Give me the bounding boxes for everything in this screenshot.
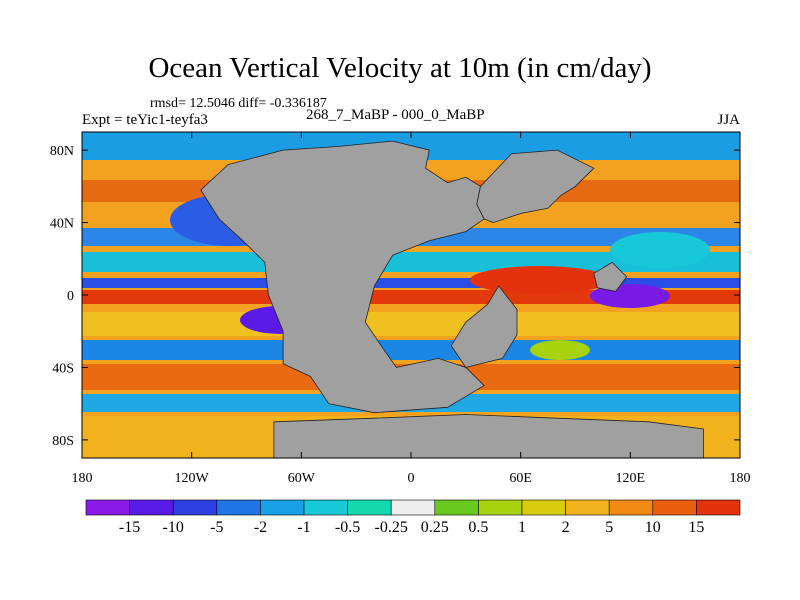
band-south-blue (82, 340, 740, 360)
colorbar-swatch (434, 499, 479, 516)
colorbar-label: 15 (688, 519, 704, 536)
colorbar-swatch (696, 499, 741, 516)
colorbar-swatch (129, 499, 174, 516)
patch-east-cyan (610, 232, 710, 268)
band-equator-blue (82, 278, 740, 288)
colorbar-swatch (565, 499, 610, 516)
colorbar-swatch (608, 499, 654, 516)
lon-tick-label: 0 (408, 471, 415, 486)
velocity-field (82, 132, 740, 458)
colorbar-swatch (521, 499, 566, 516)
land-pangea-north-east (476, 149, 595, 224)
colorbar: -15 -10 -5 -2 -1 -0.5 -0.25 0.25 0.5 1 2 5 10 15 (85, 499, 741, 536)
colorbar-label: 2 (562, 519, 570, 536)
lon-tick-label: 120W (175, 471, 210, 486)
colorbar-label: -2 (254, 519, 267, 536)
land-east-gondwana (450, 285, 518, 368)
colorbar-label: -0.25 (375, 519, 408, 536)
colorbar-label: -5 (210, 519, 223, 536)
colorbar-swatch (303, 499, 348, 516)
lat-tick-label: 80N (50, 144, 74, 159)
colorbar-swatch (85, 499, 130, 516)
band-equator-red (82, 290, 740, 304)
colorbar-label: 10 (645, 519, 661, 536)
latitude-ticks: 80N 40N 0 40S 80S (50, 144, 740, 449)
colorbar-swatch (390, 499, 436, 516)
land-pangea-west (200, 140, 485, 414)
band-north-trop (82, 252, 740, 272)
colorbar-swatch (172, 499, 218, 516)
stats-label: rmsd= 12.5046 diff= -0.336187 (150, 96, 327, 111)
lon-tick-label: 180 (730, 471, 751, 486)
colorbar-label: 0.25 (421, 519, 449, 536)
land-south-polar (273, 414, 704, 458)
lon-tick-label: 60E (509, 471, 532, 486)
colorbar-swatch (478, 499, 523, 516)
lon-tick-label: 120E (616, 471, 646, 486)
colorbar-label: -0.5 (335, 519, 360, 536)
colorbar-swatch (347, 499, 392, 516)
colorbar-label: -10 (163, 519, 184, 536)
lon-tick-label: 180 (72, 471, 93, 486)
lat-tick-label: 40S (52, 361, 74, 376)
experiment-label: Expt = teYic1-teyfa3 (82, 112, 208, 128)
season-label: JJA (717, 112, 740, 128)
map-panel: 180 120W 60W 0 60E 120E 180 80N 40N 0 40S 80S (50, 131, 751, 486)
patch-tethys-red (470, 266, 610, 294)
lat-tick-label: 0 (67, 289, 74, 304)
colorbar-label: -15 (119, 519, 140, 536)
band-south-trop (82, 312, 740, 336)
page-title: Ocean Vertical Velocity at 10m (in cm/da… (148, 52, 652, 84)
colorbar-label: 1 (518, 519, 526, 536)
difference-label: 268_7_MaBP - 000_0_MaBP (306, 107, 485, 123)
land-east-blocks (593, 261, 628, 292)
lon-tick-label: 60W (288, 471, 316, 486)
colorbar-swatch (216, 499, 261, 516)
lat-tick-label: 80S (52, 434, 74, 449)
colorbar-label: 5 (605, 519, 613, 536)
lat-tick-label: 40N (50, 217, 74, 232)
colorbar-label: 0.5 (468, 519, 488, 536)
colorbar-swatch (260, 499, 305, 516)
colorbar-label: -1 (297, 519, 310, 536)
colorbar-swatch (652, 499, 697, 516)
patch-south-green (530, 340, 590, 360)
longitude-ticks: 180 120W 60W 0 60E 120E 180 (72, 132, 751, 486)
land-layer (200, 140, 704, 458)
